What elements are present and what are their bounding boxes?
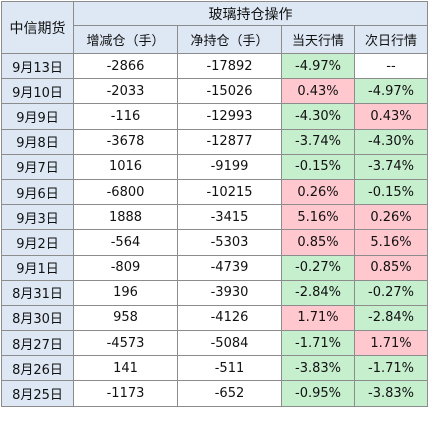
table-row: 9月1日 -809 -4739 -0.27% 0.85% xyxy=(1,254,428,281)
next-day-change-cell: -4.97% xyxy=(354,78,428,105)
today-change-cell: -3.83% xyxy=(281,355,355,382)
company-header-cell: 中信期货 xyxy=(1,1,74,54)
date-cell: 9月2日 xyxy=(1,229,74,256)
change-cell: 1888 xyxy=(73,204,178,231)
net-position-cell: -4739 xyxy=(177,254,282,281)
change-cell: -3678 xyxy=(73,128,178,155)
next-day-change-cell: -1.71% xyxy=(354,355,428,382)
next-day-change-cell: -2.84% xyxy=(354,304,428,332)
next-day-change-cell: 5.16% xyxy=(354,229,428,256)
date-cell: 9月10日 xyxy=(1,78,74,105)
next-day-change-cell: -3.74% xyxy=(354,153,428,180)
next-day-change-cell: -4.30% xyxy=(354,128,428,155)
today-change-cell: -4.97% xyxy=(281,52,355,80)
change-cell: -116 xyxy=(73,103,178,130)
table-row: 9月8日 -3678 -12877 -3.74% -4.30% xyxy=(1,128,428,155)
next-day-change-cell: -0.27% xyxy=(354,279,428,306)
today-change-cell: 5.16% xyxy=(281,204,355,231)
position-table: 中信期货 玻璃持仓操作 增减仓（手） 净持仓（手） 当天行情 次日行情 9月13… xyxy=(1,1,428,407)
next-day-change-cell: 1.71% xyxy=(354,330,428,357)
today-change-cell: -3.74% xyxy=(281,128,355,155)
date-cell: 9月13日 xyxy=(1,52,74,80)
change-cell: -809 xyxy=(73,254,178,281)
change-cell: -2866 xyxy=(73,52,178,80)
date-cell: 8月27日 xyxy=(1,330,74,357)
date-cell: 9月3日 xyxy=(1,204,74,231)
col-header-today: 当天行情 xyxy=(281,25,355,54)
next-day-change-cell: 0.26% xyxy=(354,204,428,231)
next-day-change-cell: -0.15% xyxy=(354,178,428,206)
net-position-cell: -4126 xyxy=(177,304,282,332)
table-row: 8月31日 196 -3930 -2.84% -0.27% xyxy=(1,279,428,306)
net-position-cell: -511 xyxy=(177,355,282,382)
table-row: 9月6日 -6800 -10215 0.26% -0.15% xyxy=(1,178,428,206)
net-position-cell: -3930 xyxy=(177,279,282,306)
today-change-cell: 1.71% xyxy=(281,304,355,332)
net-position-cell: -652 xyxy=(177,380,282,407)
change-cell: -4573 xyxy=(73,330,178,357)
net-position-cell: -12993 xyxy=(177,103,282,130)
net-position-cell: -10215 xyxy=(177,178,282,206)
today-change-cell: -0.95% xyxy=(281,380,355,407)
col-header-net: 净持仓（手） xyxy=(177,25,282,54)
net-position-cell: -15026 xyxy=(177,78,282,105)
next-day-change-cell: 0.43% xyxy=(354,103,428,130)
change-cell: -1173 xyxy=(73,380,178,407)
col-header-next: 次日行情 xyxy=(354,25,428,54)
net-position-cell: -3415 xyxy=(177,204,282,231)
net-position-cell: -12877 xyxy=(177,128,282,155)
col-header-change: 增减仓（手） xyxy=(73,25,178,54)
today-change-cell: -2.84% xyxy=(281,279,355,306)
date-cell: 9月1日 xyxy=(1,254,74,281)
today-change-cell: -0.15% xyxy=(281,153,355,180)
change-cell: 196 xyxy=(73,279,178,306)
date-cell: 8月25日 xyxy=(1,380,74,407)
date-cell: 9月9日 xyxy=(1,103,74,130)
date-cell: 9月8日 xyxy=(1,128,74,155)
table-row: 9月10日 -2033 -15026 0.43% -4.97% xyxy=(1,78,428,105)
next-day-change-cell: -- xyxy=(354,52,428,80)
today-change-cell: -1.71% xyxy=(281,330,355,357)
today-change-cell: -0.27% xyxy=(281,254,355,281)
change-cell: 141 xyxy=(73,355,178,382)
net-position-cell: -9199 xyxy=(177,153,282,180)
change-cell: -564 xyxy=(73,229,178,256)
change-cell: -6800 xyxy=(73,178,178,206)
today-change-cell: -4.30% xyxy=(281,103,355,130)
today-change-cell: 0.26% xyxy=(281,178,355,206)
today-change-cell: 0.85% xyxy=(281,229,355,256)
today-change-cell: 0.43% xyxy=(281,78,355,105)
table-row: 8月25日 -1173 -652 -0.95% -3.83% xyxy=(1,380,428,407)
table-body: 9月13日 -2866 -17892 -4.97% -- 9月10日 -2033 -15026… xyxy=(1,52,428,407)
change-cell: 1016 xyxy=(73,153,178,180)
next-day-change-cell: 0.85% xyxy=(354,254,428,281)
table-row: 8月26日 141 -511 -3.83% -1.71% xyxy=(1,355,428,382)
date-cell: 8月30日 xyxy=(1,304,74,332)
change-cell: -2033 xyxy=(73,78,178,105)
table-row: 9月3日 1888 -3415 5.16% 0.26% xyxy=(1,204,428,231)
net-position-cell: -5303 xyxy=(177,229,282,256)
table-row: 9月2日 -564 -5303 0.85% 5.16% xyxy=(1,229,428,256)
date-cell: 8月31日 xyxy=(1,279,74,306)
date-cell: 8月26日 xyxy=(1,355,74,382)
change-cell: 958 xyxy=(73,304,178,332)
table-title-cell: 玻璃持仓操作 xyxy=(73,1,428,26)
table-row: 9月7日 1016 -9199 -0.15% -3.74% xyxy=(1,153,428,180)
date-cell: 9月6日 xyxy=(1,178,74,206)
table-row: 9月13日 -2866 -17892 -4.97% -- xyxy=(1,52,428,80)
table-row: 9月9日 -116 -12993 -4.30% 0.43% xyxy=(1,103,428,130)
table-row: 8月30日 958 -4126 1.71% -2.84% xyxy=(1,304,428,332)
table-row: 8月27日 -4573 -5084 -1.71% 1.71% xyxy=(1,330,428,357)
net-position-cell: -17892 xyxy=(177,52,282,80)
net-position-cell: -5084 xyxy=(177,330,282,357)
date-cell: 9月7日 xyxy=(1,153,74,180)
next-day-change-cell: -3.83% xyxy=(354,380,428,407)
